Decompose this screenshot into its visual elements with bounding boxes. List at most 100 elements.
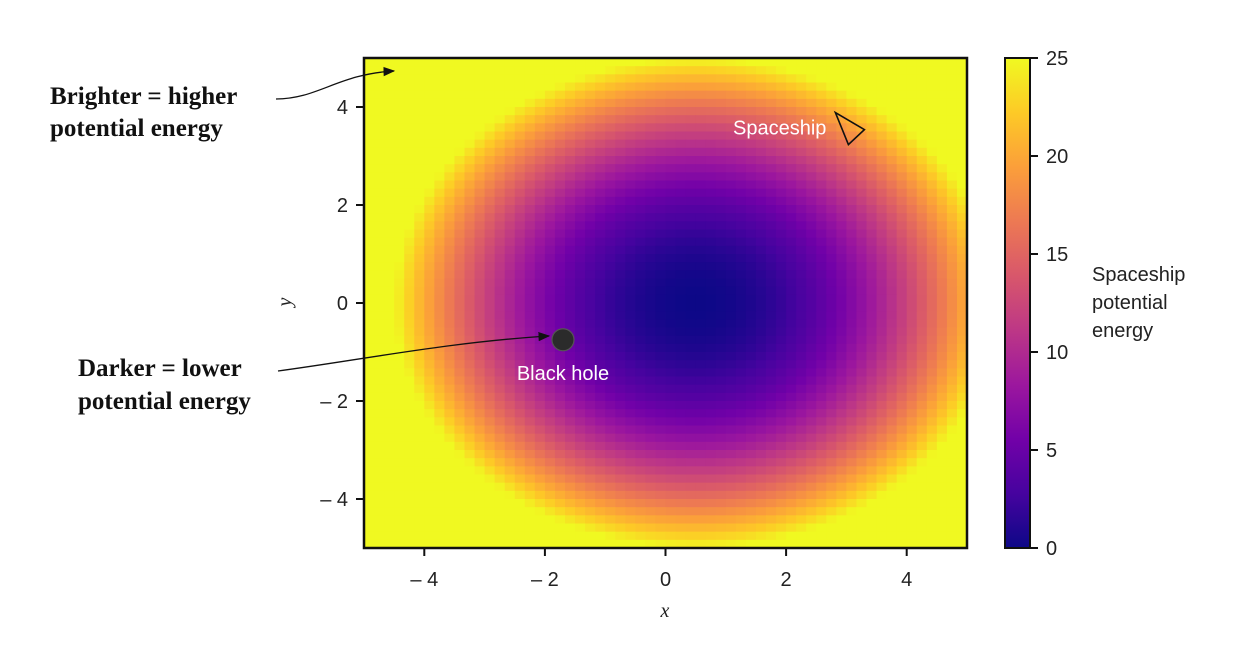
heatmap-cell bbox=[544, 311, 556, 320]
heatmap-cell bbox=[685, 303, 697, 312]
heatmap-cell bbox=[715, 229, 727, 239]
heatmap-cell bbox=[936, 433, 948, 443]
heatmap-cell bbox=[625, 115, 636, 124]
heatmap-cell bbox=[635, 507, 646, 516]
heatmap-cell bbox=[745, 384, 757, 394]
heatmap-cell bbox=[906, 286, 918, 296]
heatmap-cell bbox=[615, 188, 626, 198]
heatmap-cell bbox=[836, 401, 847, 410]
heatmap-cell bbox=[605, 327, 616, 337]
heatmap-cell bbox=[685, 507, 697, 516]
heatmap-cell bbox=[615, 523, 626, 533]
heatmap-cell bbox=[504, 221, 516, 231]
heatmap-cell bbox=[906, 245, 918, 255]
heatmap-cell bbox=[565, 188, 576, 198]
heatmap-cell bbox=[454, 515, 466, 525]
heatmap-cell bbox=[796, 245, 807, 255]
heatmap-cell bbox=[434, 376, 445, 386]
heatmap-cell bbox=[474, 107, 486, 116]
heatmap-cell bbox=[946, 98, 958, 108]
heatmap-cell bbox=[575, 531, 586, 541]
heatmap-cell bbox=[534, 196, 546, 206]
heatmap-cell bbox=[374, 417, 385, 427]
heatmap-cell bbox=[675, 368, 687, 378]
heatmap-cell bbox=[665, 531, 677, 541]
heatmap-cell bbox=[524, 531, 536, 541]
heatmap-cell bbox=[956, 425, 967, 435]
heatmap-cell bbox=[896, 172, 908, 182]
heatmap-cell bbox=[464, 311, 476, 320]
heatmap-cell bbox=[946, 335, 958, 345]
heatmap-cell bbox=[675, 335, 687, 345]
heatmap-cell bbox=[655, 303, 667, 312]
heatmap-cell bbox=[424, 107, 435, 116]
heatmap-cell bbox=[534, 278, 546, 288]
heatmap-cell bbox=[474, 360, 486, 369]
heatmap-cell bbox=[524, 74, 536, 84]
heatmap-cell bbox=[886, 123, 898, 133]
heatmap-cell bbox=[514, 507, 526, 516]
heatmap-cell bbox=[665, 196, 677, 206]
heatmap-cell bbox=[685, 221, 697, 231]
heatmap-cell bbox=[605, 139, 616, 149]
heatmap-cell bbox=[665, 523, 677, 533]
heatmap-cell bbox=[595, 507, 606, 516]
heatmap-cell bbox=[635, 425, 646, 435]
heatmap-cell bbox=[595, 327, 606, 337]
heatmap-cell bbox=[705, 205, 717, 214]
heatmap-cell bbox=[806, 131, 817, 141]
heatmap-cell bbox=[715, 294, 727, 304]
heatmap-cell bbox=[846, 401, 858, 410]
heatmap-cell bbox=[866, 376, 878, 386]
heatmap-cell bbox=[725, 539, 737, 548]
heatmap-cell bbox=[745, 90, 757, 100]
heatmap-cell bbox=[494, 384, 506, 394]
heatmap-cell bbox=[585, 490, 596, 500]
heatmap-cell bbox=[565, 474, 576, 484]
heatmap-cell bbox=[434, 417, 445, 427]
heatmap-cell bbox=[605, 499, 616, 508]
heatmap-cell bbox=[796, 368, 807, 378]
heatmap-cell bbox=[494, 270, 506, 280]
heatmap-cell bbox=[394, 474, 405, 484]
heatmap-cell bbox=[565, 213, 576, 222]
heatmap-cell bbox=[434, 409, 445, 418]
heatmap-cell bbox=[504, 188, 516, 198]
heatmap-cell bbox=[464, 164, 476, 173]
heatmap-cell bbox=[404, 196, 415, 206]
heatmap-cell bbox=[695, 131, 707, 141]
heatmap-cell bbox=[916, 474, 928, 484]
heatmap-cell bbox=[414, 147, 425, 157]
heatmap-cell bbox=[786, 254, 797, 263]
heatmap-cell bbox=[766, 376, 777, 386]
heatmap-cell bbox=[745, 147, 757, 157]
heatmap-cell bbox=[454, 401, 466, 410]
heatmap-cell bbox=[625, 507, 636, 516]
heatmap-cell bbox=[625, 164, 636, 173]
heatmap-cell bbox=[474, 482, 486, 492]
heatmap-cell bbox=[635, 368, 646, 378]
heatmap-cell bbox=[906, 539, 918, 548]
heatmap-cell bbox=[836, 188, 847, 198]
heatmap-cell bbox=[544, 254, 556, 263]
heatmap-cell bbox=[645, 311, 657, 320]
heatmap-cell bbox=[484, 98, 496, 108]
heatmap-cell bbox=[826, 466, 837, 476]
heatmap-cell bbox=[384, 384, 395, 394]
heatmap-cell bbox=[454, 286, 466, 296]
heatmap-cell bbox=[524, 352, 536, 361]
heatmap-cell bbox=[695, 107, 707, 116]
heatmap-cell bbox=[745, 417, 757, 427]
heatmap-cell bbox=[695, 294, 707, 304]
heatmap-cell bbox=[695, 368, 707, 378]
heatmap-cell bbox=[715, 123, 727, 133]
heatmap-cell bbox=[956, 254, 967, 263]
heatmap-cell bbox=[504, 278, 516, 288]
heatmap-cell bbox=[565, 425, 576, 435]
heatmap-cell bbox=[816, 482, 827, 492]
heatmap-cell bbox=[364, 441, 375, 451]
heatmap-cell bbox=[866, 523, 878, 533]
heatmap-cell bbox=[374, 294, 385, 304]
heatmap-cell bbox=[625, 123, 636, 133]
